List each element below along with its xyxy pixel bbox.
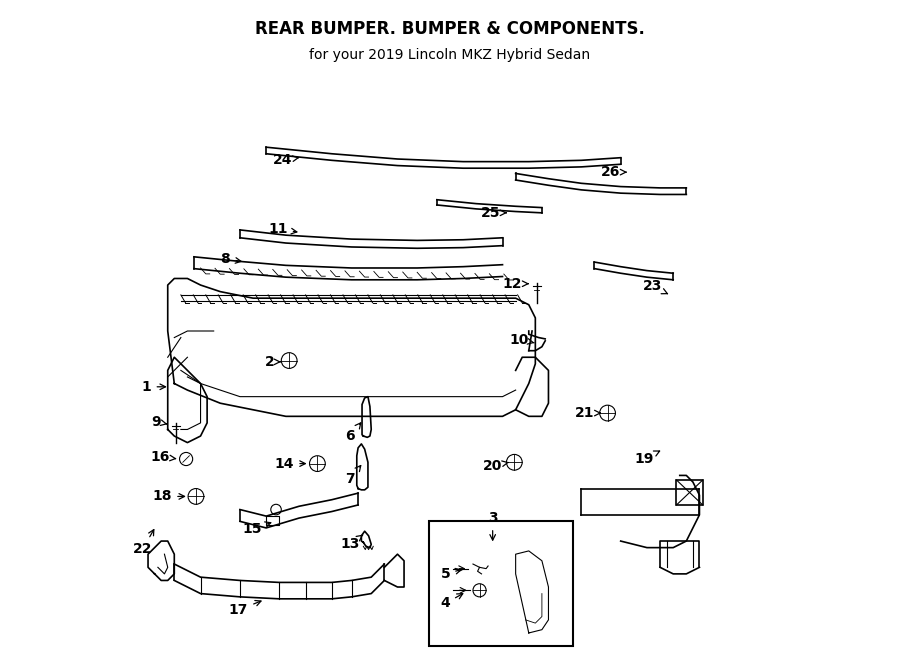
Bar [677, 480, 703, 505]
Text: 17: 17 [229, 600, 261, 617]
Text: 26: 26 [601, 165, 626, 179]
Text: 7: 7 [346, 465, 361, 486]
Text: 5: 5 [440, 567, 461, 581]
Text: 2: 2 [265, 355, 280, 369]
Text: 11: 11 [268, 222, 297, 236]
Text: 13: 13 [340, 535, 363, 551]
Text: 24: 24 [273, 154, 299, 167]
Text: 4: 4 [440, 594, 463, 610]
Text: REAR BUMPER. BUMPER & COMPONENTS.: REAR BUMPER. BUMPER & COMPONENTS. [255, 20, 645, 38]
Text: 9: 9 [151, 414, 166, 428]
Text: 16: 16 [150, 450, 176, 464]
Text: 10: 10 [509, 332, 534, 346]
Text: 14: 14 [274, 457, 305, 471]
Text: 1: 1 [142, 380, 166, 394]
Text: 8: 8 [220, 252, 241, 265]
Bar [429, 522, 573, 646]
Text: for your 2019 Lincoln MKZ Hybrid Sedan: for your 2019 Lincoln MKZ Hybrid Sedan [310, 48, 590, 62]
Text: 21: 21 [575, 406, 600, 420]
Text: 15: 15 [242, 522, 271, 536]
Text: 12: 12 [502, 277, 528, 291]
Text: 20: 20 [483, 459, 508, 473]
Text: 6: 6 [346, 423, 361, 443]
Text: 18: 18 [153, 489, 184, 503]
Text: 25: 25 [481, 206, 506, 220]
Text: 3: 3 [488, 511, 498, 540]
Text: 19: 19 [634, 451, 660, 466]
Text: 23: 23 [643, 279, 668, 294]
Text: 22: 22 [133, 530, 154, 556]
